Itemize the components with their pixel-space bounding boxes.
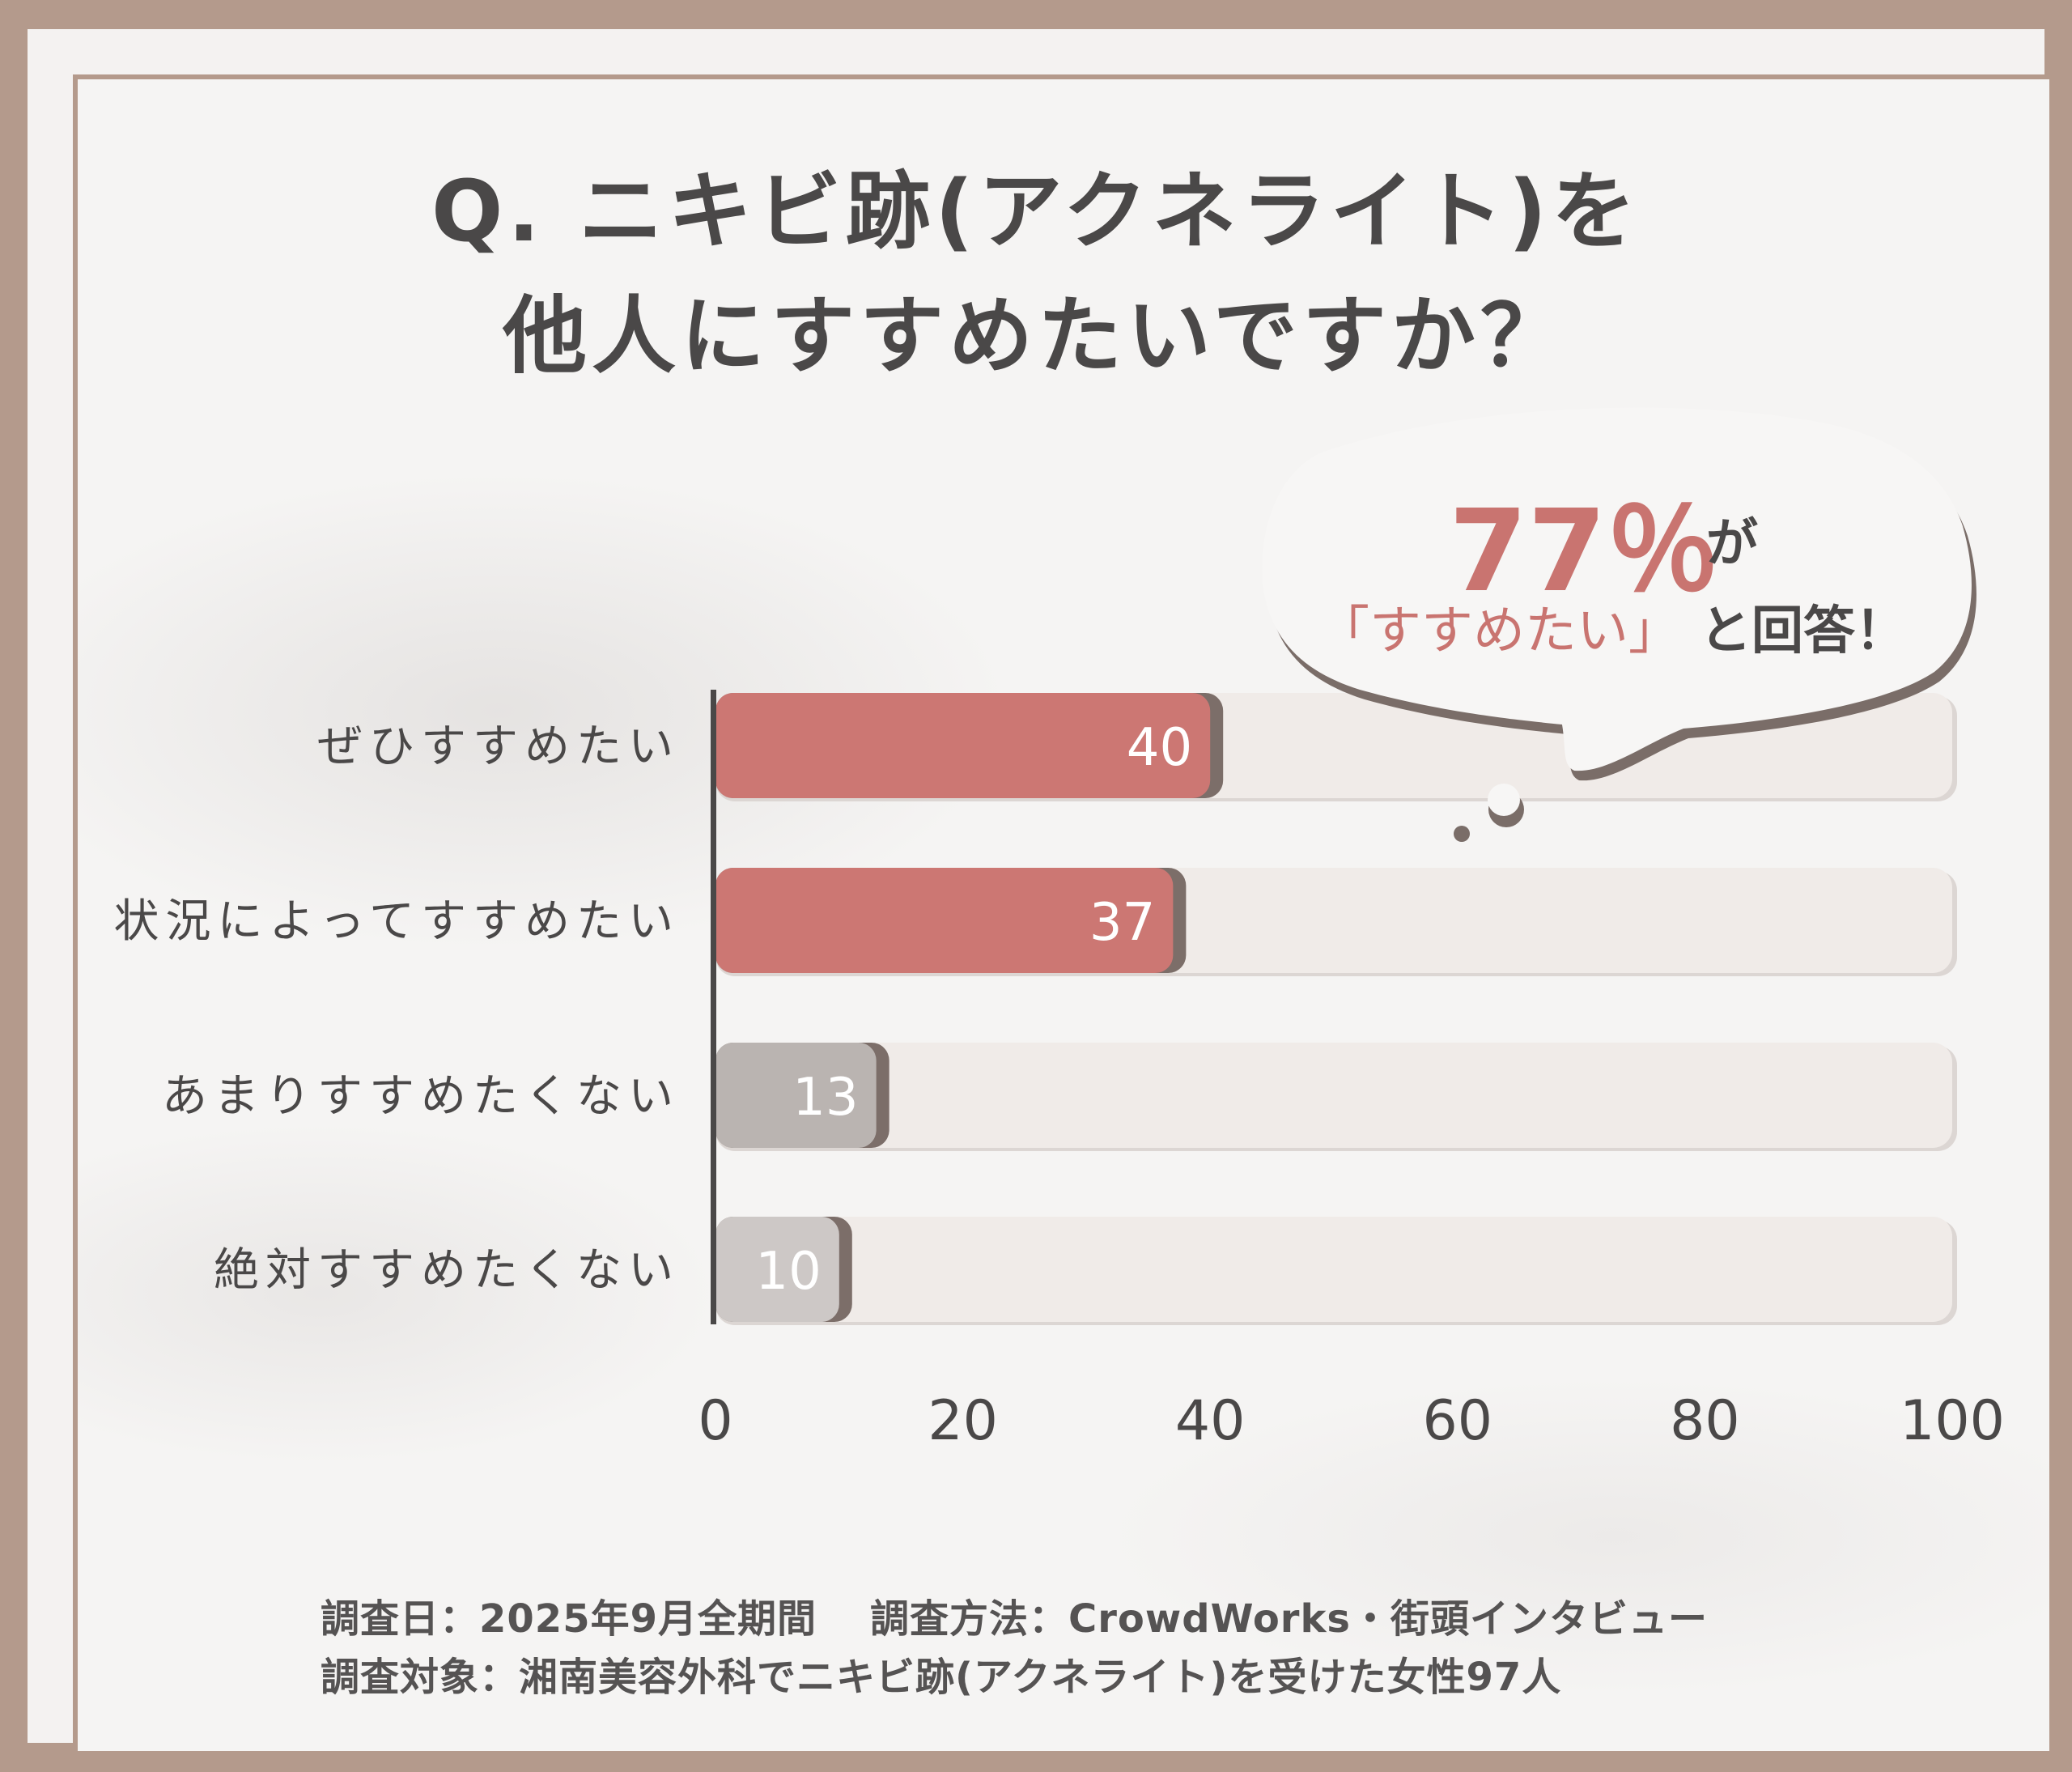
callout-answer: と回答！ [1700,601,1907,661]
survey-method: 調査方法：CrowdWorks・街頭インタビュー [870,1596,1708,1642]
bar-value-label: 37 [1089,893,1155,953]
category-label: ぜひすすめたい [317,720,680,773]
callout-bubble [1262,407,1972,771]
bar [715,1217,839,1322]
bar-value-label: 10 [755,1242,821,1302]
chart-title-line-1: Q. ニキビ跡(アクネライト)を [431,162,1641,261]
bar [715,693,1211,798]
x-tick-label: 40 [1175,1389,1246,1453]
bar [715,1043,877,1148]
bar-track [715,1217,1952,1322]
survey-date: 調査日：2025年9月全期間 [321,1596,817,1642]
y-axis-line [711,690,716,1324]
category-label: 状況によってすすめたい [113,895,680,948]
bar-value-label: 13 [792,1068,858,1128]
category-label: あまりすすめたくない [162,1070,680,1123]
bubble-dot-small [1454,826,1470,842]
x-tick-label: 60 [1423,1389,1493,1453]
bar [715,868,1174,973]
bubble-dot-large [1488,784,1520,816]
callout-percent: 77％ [1449,486,1720,618]
x-tick-label: 20 [928,1389,998,1453]
bar-value-label: 40 [1127,718,1192,778]
category-label: 絶対すすめたくない [214,1244,680,1297]
callout-quote: 「すすめたい」 [1318,601,1680,661]
x-tick-label: 100 [1900,1389,2005,1453]
x-tick-label: 0 [698,1389,732,1453]
chart-title-line-2: 他人にすすめたいですか？ [503,287,1569,385]
callout-suffix: が [1706,514,1758,574]
x-tick-label: 80 [1670,1389,1740,1453]
survey-info-line-1: 調査日：2025年9月全期間 調査方法：CrowdWorks・街頭インタビュー [321,1587,1708,1643]
bar-track [715,1043,1952,1148]
survey-target: 調査対象：湘南美容外科でニキビ跡(アクネライト)を受けた女性97人 [321,1655,1562,1700]
